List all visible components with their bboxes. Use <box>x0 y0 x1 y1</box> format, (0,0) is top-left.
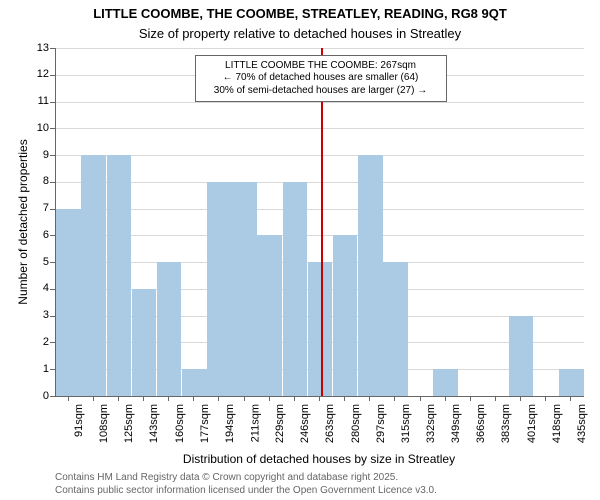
histogram-bar <box>383 262 408 396</box>
x-tick-mark <box>143 396 144 401</box>
x-tick-mark <box>570 396 571 401</box>
histogram-bar <box>433 369 458 396</box>
y-tick-label: 12 <box>25 68 49 80</box>
x-tick-label: 315sqm <box>400 404 412 443</box>
x-tick-mark <box>118 396 119 401</box>
histogram-bar <box>283 182 308 396</box>
histogram-bar <box>232 182 257 396</box>
y-tick-label: 10 <box>25 122 49 134</box>
x-tick-label: 177sqm <box>199 404 211 443</box>
y-tick-label: 6 <box>25 229 49 241</box>
y-tick-mark <box>50 102 55 103</box>
x-tick-label: 349sqm <box>450 404 462 443</box>
y-tick-label: 1 <box>25 363 49 375</box>
y-tick-mark <box>50 262 55 263</box>
y-tick-mark <box>50 182 55 183</box>
x-tick-mark <box>218 396 219 401</box>
y-tick-label: 3 <box>25 309 49 321</box>
y-tick-label: 4 <box>25 282 49 294</box>
y-tick-mark <box>50 289 55 290</box>
y-tick-mark <box>50 396 55 397</box>
x-tick-label: 125sqm <box>123 404 135 443</box>
x-tick-mark <box>369 396 370 401</box>
x-tick-mark <box>470 396 471 401</box>
x-axis-label: Distribution of detached houses by size … <box>55 452 583 466</box>
chart-title-line2: Size of property relative to detached ho… <box>0 26 600 41</box>
x-tick-label: 211sqm <box>249 404 261 442</box>
x-tick-mark <box>520 396 521 401</box>
histogram-chart: LITTLE COOMBE, THE COOMBE, STREATLEY, RE… <box>0 0 600 500</box>
y-tick-mark <box>50 48 55 49</box>
x-tick-label: 366sqm <box>475 404 487 443</box>
histogram-bar <box>559 369 584 396</box>
annotation-line1: LITTLE COOMBE THE COOMBE: 267sqm <box>202 60 440 73</box>
histogram-bar <box>333 235 358 396</box>
x-tick-mark <box>93 396 94 401</box>
histogram-bar <box>81 155 106 396</box>
y-tick-mark <box>50 128 55 129</box>
x-tick-label: 263sqm <box>325 404 337 443</box>
footer-line1: Contains HM Land Registry data © Crown c… <box>55 472 398 483</box>
y-tick-label: 8 <box>25 175 49 187</box>
histogram-bar <box>358 155 383 396</box>
x-tick-label: 401sqm <box>526 404 538 443</box>
annotation-box: LITTLE COOMBE THE COOMBE: 267sqm ← 70% o… <box>195 55 447 103</box>
histogram-bar <box>207 182 232 396</box>
y-tick-label: 2 <box>25 336 49 348</box>
x-tick-mark <box>319 396 320 401</box>
x-tick-label: 332sqm <box>425 404 437 443</box>
histogram-bar <box>257 235 282 396</box>
y-tick-mark <box>50 75 55 76</box>
x-tick-label: 229sqm <box>274 404 286 443</box>
y-tick-label: 7 <box>25 202 49 214</box>
x-tick-label: 160sqm <box>174 404 186 443</box>
y-tick-mark <box>50 235 55 236</box>
x-tick-mark <box>294 396 295 401</box>
histogram-bar <box>509 316 534 396</box>
x-tick-label: 246sqm <box>299 404 311 443</box>
x-tick-label: 108sqm <box>98 404 110 443</box>
x-tick-mark <box>420 396 421 401</box>
y-tick-label: 13 <box>25 42 49 54</box>
x-tick-mark <box>193 396 194 401</box>
plot-area: LITTLE COOMBE THE COOMBE: 267sqm ← 70% o… <box>55 48 584 397</box>
x-tick-mark <box>68 396 69 401</box>
y-tick-label: 9 <box>25 149 49 161</box>
histogram-bar <box>157 262 182 396</box>
x-tick-mark <box>168 396 169 401</box>
y-tick-mark <box>50 155 55 156</box>
x-tick-mark <box>344 396 345 401</box>
chart-title-line1: LITTLE COOMBE, THE COOMBE, STREATLEY, RE… <box>0 6 600 21</box>
x-tick-mark <box>394 396 395 401</box>
y-tick-mark <box>50 369 55 370</box>
y-tick-label: 0 <box>25 390 49 402</box>
y-tick-label: 5 <box>25 256 49 268</box>
y-tick-label: 11 <box>25 95 49 107</box>
x-tick-label: 91sqm <box>73 404 85 437</box>
x-tick-label: 418sqm <box>551 404 563 443</box>
x-tick-label: 435sqm <box>576 404 588 443</box>
x-tick-label: 383sqm <box>501 404 513 443</box>
x-tick-mark <box>495 396 496 401</box>
histogram-bar <box>107 155 132 396</box>
x-tick-mark <box>269 396 270 401</box>
y-tick-mark <box>50 209 55 210</box>
footer-line2: Contains public sector information licen… <box>55 485 437 496</box>
annotation-line2: ← 70% of detached houses are smaller (64… <box>202 72 440 85</box>
y-tick-mark <box>50 342 55 343</box>
histogram-bar <box>132 289 157 396</box>
y-tick-mark <box>50 316 55 317</box>
x-tick-label: 297sqm <box>375 404 387 443</box>
annotation-line3: 30% of semi-detached houses are larger (… <box>202 85 440 98</box>
histogram-bar <box>182 369 207 396</box>
x-tick-mark <box>445 396 446 401</box>
x-tick-mark <box>244 396 245 401</box>
x-tick-mark <box>545 396 546 401</box>
x-tick-label: 143sqm <box>149 404 161 443</box>
histogram-bar <box>56 209 81 396</box>
x-tick-label: 194sqm <box>224 404 236 443</box>
x-tick-label: 280sqm <box>350 404 362 443</box>
